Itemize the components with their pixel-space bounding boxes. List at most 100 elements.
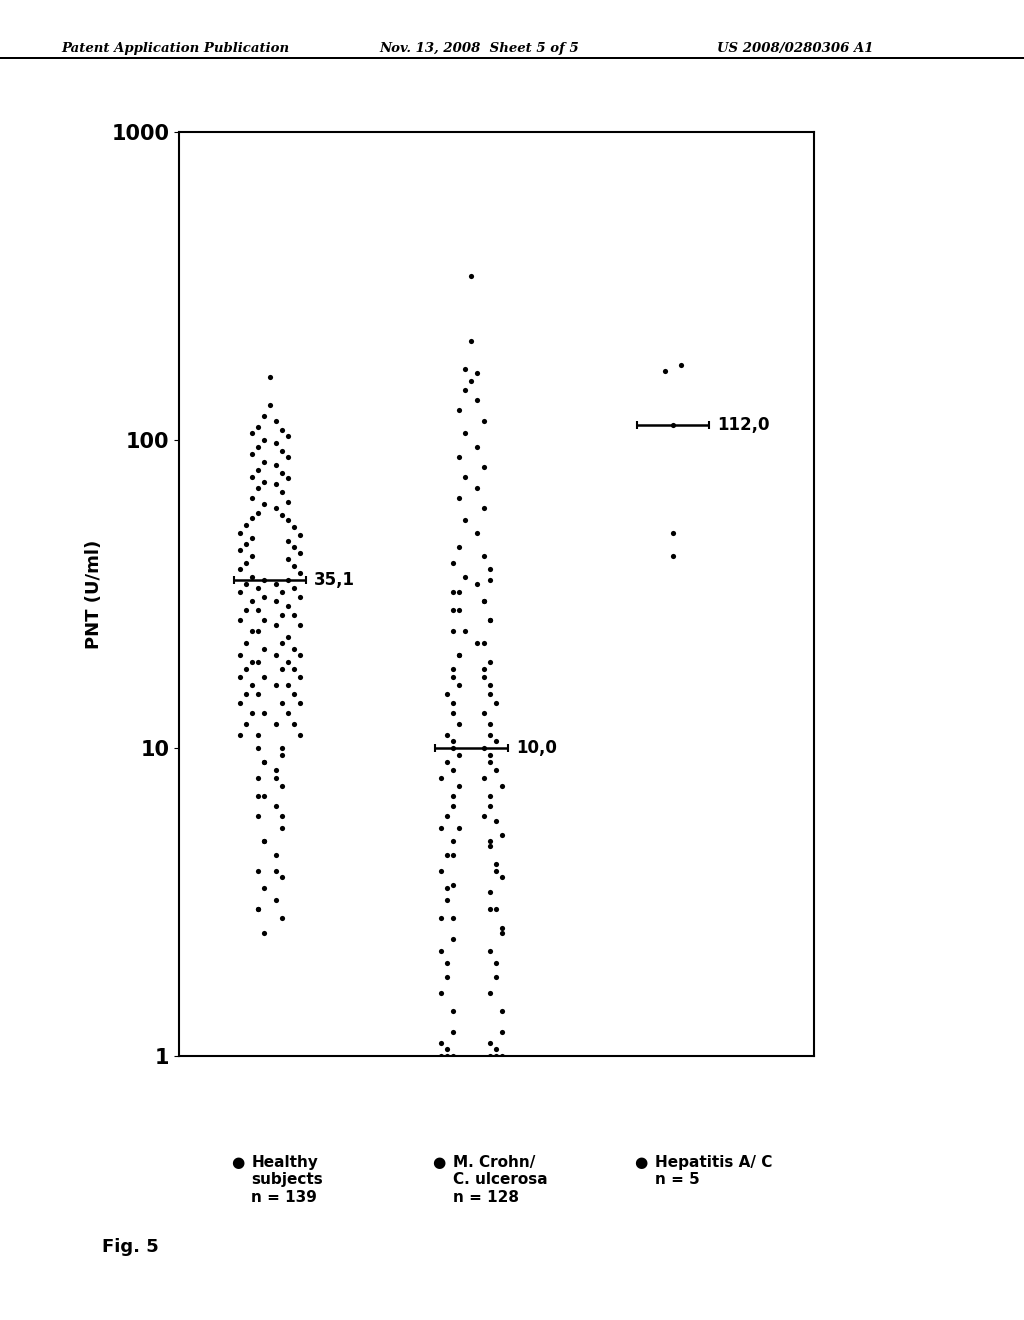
Point [286, 517, 302, 539]
Point [250, 620, 266, 642]
Point [250, 767, 266, 788]
Point [487, 731, 504, 752]
Point [267, 713, 284, 734]
Point [481, 652, 498, 673]
Point [433, 982, 450, 1003]
Point [267, 759, 284, 780]
Point [433, 1045, 450, 1067]
Point [273, 605, 290, 626]
Point [481, 882, 498, 903]
Point [250, 861, 266, 882]
Point [452, 713, 468, 734]
Point [280, 675, 296, 696]
Point [267, 861, 284, 882]
Point [256, 494, 272, 515]
Point [469, 523, 485, 544]
Point [494, 1045, 510, 1067]
Point [494, 923, 510, 944]
Point [457, 359, 473, 380]
Text: Healthy
subjects
n = 139: Healthy subjects n = 139 [252, 1155, 324, 1205]
Point [457, 422, 473, 444]
Point [231, 558, 248, 579]
Point [439, 1039, 456, 1060]
Point [256, 702, 272, 723]
Point [487, 810, 504, 832]
Point [286, 556, 302, 577]
Point [481, 610, 498, 631]
Point [439, 751, 456, 772]
Point [256, 830, 272, 851]
Point [433, 1032, 450, 1053]
Point [439, 878, 456, 899]
Point [481, 558, 498, 579]
Point [457, 620, 473, 642]
Point [267, 454, 284, 475]
Point [250, 899, 266, 920]
Point [475, 411, 492, 432]
Point [452, 536, 468, 557]
Point [231, 523, 248, 544]
Point [244, 675, 260, 696]
Point [463, 330, 479, 351]
Point [273, 480, 290, 502]
Point [433, 940, 450, 961]
Point [487, 953, 504, 974]
Point [292, 725, 308, 746]
Point [452, 599, 468, 620]
Point [445, 830, 462, 851]
Point [244, 528, 260, 549]
Point [250, 652, 266, 673]
Point [481, 940, 498, 961]
Point [273, 693, 290, 714]
Point [445, 759, 462, 780]
Point [231, 693, 248, 714]
Point [267, 574, 284, 595]
Point [433, 908, 450, 929]
Point [286, 605, 302, 626]
Point [250, 738, 266, 759]
Point [273, 744, 290, 766]
Point [433, 817, 450, 838]
Point [267, 474, 284, 495]
Point [256, 751, 272, 772]
Point [267, 795, 284, 816]
Point [267, 615, 284, 636]
Point [250, 684, 266, 705]
Point [273, 632, 290, 653]
Point [238, 684, 254, 705]
Point [292, 615, 308, 636]
Point [475, 659, 492, 680]
Point [469, 477, 485, 498]
Point [244, 652, 260, 673]
Point [445, 738, 462, 759]
Point [256, 610, 272, 631]
Point [452, 744, 468, 766]
Point [267, 644, 284, 665]
Point [439, 966, 456, 987]
Point [292, 543, 308, 564]
Point [494, 1001, 510, 1022]
Point [267, 432, 284, 453]
Point [439, 890, 456, 911]
Point [475, 590, 492, 611]
Point [262, 367, 279, 388]
Point [665, 523, 681, 544]
Point [238, 552, 254, 573]
Point [656, 360, 673, 381]
Point [452, 675, 468, 696]
Point [481, 1032, 498, 1053]
Point [231, 610, 248, 631]
Point [238, 599, 254, 620]
Point [445, 795, 462, 816]
Point [256, 923, 272, 944]
Point [250, 459, 266, 480]
Point [475, 632, 492, 653]
Point [267, 890, 284, 911]
Text: 35,1: 35,1 [314, 572, 355, 589]
Point [244, 702, 260, 723]
Point [256, 570, 272, 591]
Point [267, 411, 284, 432]
Point [244, 487, 260, 508]
Point [280, 570, 296, 591]
Text: Patent Application Publication: Patent Application Publication [61, 42, 290, 55]
